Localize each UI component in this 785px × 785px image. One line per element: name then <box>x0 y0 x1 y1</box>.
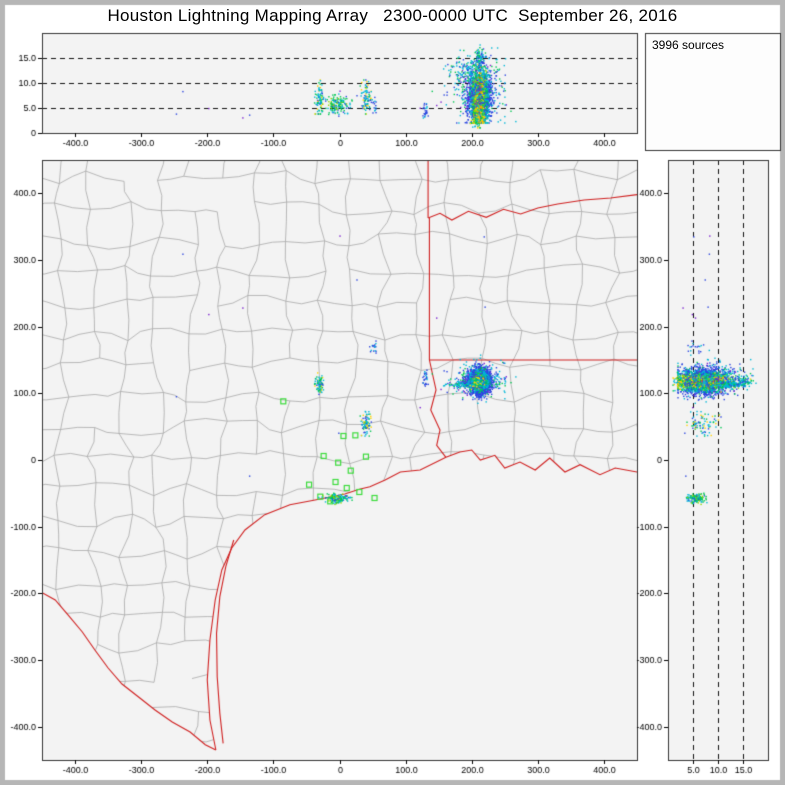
source-count-label: 3996 sources <box>652 38 725 52</box>
plot-title: Houston Lightning Mapping Array 2300-000… <box>107 6 678 25</box>
